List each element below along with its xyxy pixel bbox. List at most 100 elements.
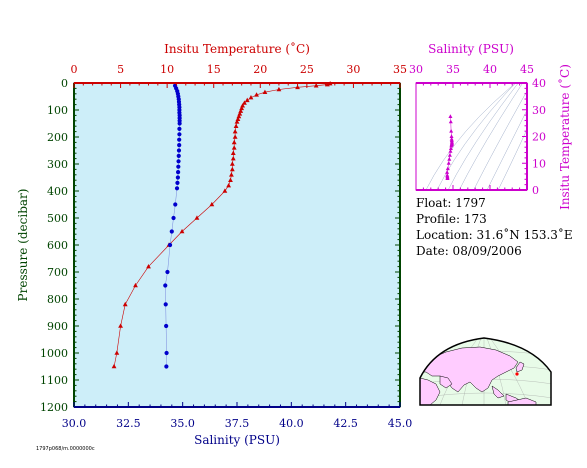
salinity-tick-label: 35.0 xyxy=(170,417,195,430)
salinity-point xyxy=(176,153,181,158)
temperature-point xyxy=(295,84,300,90)
land-arabia xyxy=(439,375,453,389)
temperature-point xyxy=(229,172,234,177)
salinity-point xyxy=(175,175,180,180)
profile-plot-background xyxy=(73,82,401,408)
temperature-tick-label: 5 xyxy=(117,63,124,76)
ts-point xyxy=(447,157,452,161)
temperature-point xyxy=(222,188,228,193)
temperature-point xyxy=(229,166,235,172)
map-frame xyxy=(419,337,552,406)
ts-salinity-tick-label: 35 xyxy=(446,63,460,76)
profile-date: Date: 08/09/2006 xyxy=(416,244,522,258)
salinity-point xyxy=(164,350,169,356)
salinity-point xyxy=(169,229,174,234)
ts-point xyxy=(449,143,454,148)
ts-point xyxy=(447,153,452,157)
salinity-tick-label: 40.0 xyxy=(279,417,304,430)
ts-salinity-tick-label: 45 xyxy=(520,63,534,76)
temperature-series-line xyxy=(113,83,331,367)
footer-id: 1797p068/m.0000000c xyxy=(36,446,95,452)
temperature-series-points xyxy=(111,80,333,369)
temperature-point xyxy=(122,301,128,307)
profile-number: Profile: 173 xyxy=(416,212,487,226)
temperature-point xyxy=(233,123,239,128)
ts-salinity-tick-label: 40 xyxy=(483,63,497,76)
pressure-tick-label: 400 xyxy=(47,185,68,198)
land-japan xyxy=(515,361,525,373)
temperature-point xyxy=(229,161,235,166)
pressure-tick-label: 500 xyxy=(47,212,68,225)
ts-point xyxy=(445,166,450,171)
pressure-axis: 0 100 200 300 400 500 600 700 800 900 1000 1100 1200 xyxy=(40,77,401,414)
temperature-point xyxy=(226,183,232,188)
temperature-point xyxy=(118,323,123,328)
density-contour xyxy=(497,128,527,190)
pressure-axis-label: Pressure (decibar) xyxy=(16,189,30,302)
ts-temperature-tick-label: 20 xyxy=(532,131,546,144)
ts-temperature-tick-label: 10 xyxy=(532,157,546,170)
salinity-tick-label: 37.5 xyxy=(225,417,250,430)
locator-map xyxy=(419,337,552,406)
temperature-point xyxy=(111,363,117,369)
ts-salinity-axis-label: Salinity (PSU) xyxy=(428,42,514,56)
salinity-tick-label: 45.0 xyxy=(388,417,413,430)
ts-point xyxy=(448,114,453,118)
salinity-tick-label: 30.0 xyxy=(62,417,87,430)
salinity-point xyxy=(177,121,182,126)
temperature-point xyxy=(232,129,238,134)
pressure-tick-label: 1100 xyxy=(40,374,68,387)
ts-point xyxy=(448,149,453,153)
temperature-point xyxy=(254,92,259,97)
salinity-point xyxy=(174,186,180,191)
salinity-point xyxy=(163,302,168,307)
density-contour xyxy=(473,90,527,190)
temperature-point xyxy=(114,350,120,355)
temperature-point xyxy=(244,97,250,103)
ts-point xyxy=(448,119,453,124)
ts-temperature-tick-label: 30 xyxy=(532,104,546,117)
temperature-point xyxy=(248,94,254,100)
temperature-point xyxy=(146,264,151,269)
temperature-point xyxy=(234,119,240,124)
density-contour xyxy=(436,83,516,190)
salinity-point xyxy=(176,164,181,169)
temperature-point xyxy=(231,139,237,145)
pressure-tick-label: 1000 xyxy=(40,347,68,360)
ts-point xyxy=(445,176,450,180)
pressure-tick-label: 100 xyxy=(47,104,68,117)
temperature-point xyxy=(194,215,200,220)
pressure-tick-label: 300 xyxy=(47,158,68,171)
salinity-point xyxy=(165,269,170,275)
ts-point xyxy=(445,170,450,174)
salinity-point xyxy=(177,137,182,142)
temperature-axis-label: Insitu Temperature (˚C) xyxy=(164,41,310,56)
density-contour xyxy=(425,83,516,190)
salinity-point xyxy=(164,364,169,369)
float-location: Location: 31.6˚N 153.3˚E xyxy=(416,228,573,242)
temperature-point xyxy=(230,150,236,155)
temperature-tick-label: 10 xyxy=(160,63,174,76)
ts-temperature-tick-label: 40 xyxy=(532,77,546,90)
ts-point xyxy=(449,134,454,138)
ts-density-contours xyxy=(425,83,527,190)
ts-point xyxy=(449,128,454,133)
density-contour xyxy=(447,83,519,190)
density-contour xyxy=(486,109,527,190)
pressure-tick-label: 200 xyxy=(47,131,68,144)
salinity-axis: 30.0 32.5 35.0 37.5 40.0 42.5 45.0 xyxy=(62,402,413,430)
salinity-point xyxy=(164,323,169,329)
pressure-tick-label: 700 xyxy=(47,266,68,279)
salinity-point xyxy=(177,126,182,131)
temperature-tick-label: 25 xyxy=(300,63,314,76)
temperature-point xyxy=(324,82,330,87)
ts-salinity-tick-label: 30 xyxy=(409,63,423,76)
salinity-tick-label: 42.5 xyxy=(333,417,358,430)
float-dot xyxy=(515,372,519,376)
salinity-point xyxy=(176,159,181,164)
float-location-marker xyxy=(515,372,519,376)
temperature-point xyxy=(230,156,236,161)
pressure-tick-label: 0 xyxy=(61,77,68,90)
